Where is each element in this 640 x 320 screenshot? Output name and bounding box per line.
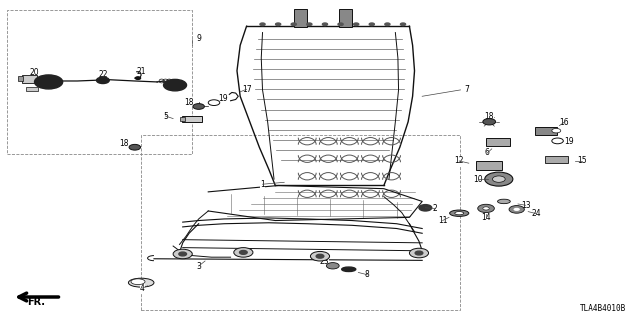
Bar xyxy=(339,9,352,27)
Text: 18: 18 xyxy=(184,98,194,107)
Text: 12: 12 xyxy=(454,156,464,165)
Text: 17: 17 xyxy=(242,85,252,94)
Bar xyxy=(476,161,502,170)
Circle shape xyxy=(179,252,186,256)
Bar xyxy=(179,117,184,121)
Circle shape xyxy=(276,23,281,26)
Circle shape xyxy=(385,23,390,26)
Circle shape xyxy=(310,252,330,261)
Circle shape xyxy=(552,138,563,144)
Circle shape xyxy=(97,77,109,84)
Ellipse shape xyxy=(129,278,154,287)
Circle shape xyxy=(234,248,253,257)
Text: FR.: FR. xyxy=(27,297,45,307)
Ellipse shape xyxy=(131,279,145,284)
Ellipse shape xyxy=(450,210,468,216)
Circle shape xyxy=(354,23,359,26)
Circle shape xyxy=(552,128,561,133)
Bar xyxy=(534,126,557,134)
Circle shape xyxy=(369,23,374,26)
Circle shape xyxy=(401,23,406,26)
Bar xyxy=(182,116,202,123)
Circle shape xyxy=(136,77,141,79)
Text: 20: 20 xyxy=(29,68,38,76)
Circle shape xyxy=(307,23,312,26)
Bar xyxy=(141,134,461,310)
Text: 16: 16 xyxy=(559,118,569,127)
Text: 23: 23 xyxy=(319,258,330,267)
Text: 5: 5 xyxy=(163,112,168,121)
Circle shape xyxy=(291,23,296,26)
Circle shape xyxy=(323,23,328,26)
Circle shape xyxy=(415,251,423,255)
Ellipse shape xyxy=(455,212,464,215)
Text: 6: 6 xyxy=(485,148,490,157)
Text: 19: 19 xyxy=(564,137,574,146)
Circle shape xyxy=(410,248,429,258)
Ellipse shape xyxy=(342,267,356,271)
Text: 18: 18 xyxy=(119,139,129,148)
Text: 11: 11 xyxy=(438,216,447,225)
Bar xyxy=(26,87,38,92)
Bar xyxy=(18,76,23,81)
Circle shape xyxy=(483,119,495,125)
Text: 4: 4 xyxy=(140,284,145,292)
Circle shape xyxy=(326,263,339,269)
Text: TLA4B4010B: TLA4B4010B xyxy=(580,304,627,313)
Text: 8: 8 xyxy=(365,270,370,279)
Text: 3: 3 xyxy=(196,261,201,271)
Text: 1: 1 xyxy=(260,180,265,189)
Bar xyxy=(545,156,568,163)
Text: 19: 19 xyxy=(218,94,228,103)
Circle shape xyxy=(484,172,513,186)
Ellipse shape xyxy=(497,199,510,204)
Circle shape xyxy=(35,75,63,89)
Circle shape xyxy=(492,176,505,182)
Text: 10: 10 xyxy=(474,175,483,184)
Circle shape xyxy=(483,207,489,210)
Text: 18: 18 xyxy=(484,112,494,121)
Circle shape xyxy=(316,254,324,258)
Bar xyxy=(294,9,307,27)
Circle shape xyxy=(260,23,265,26)
Circle shape xyxy=(477,204,494,212)
Bar xyxy=(486,138,510,146)
Circle shape xyxy=(164,79,186,91)
Text: 15: 15 xyxy=(577,156,587,165)
Bar xyxy=(22,75,37,83)
Text: 14: 14 xyxy=(481,213,491,222)
Text: 22: 22 xyxy=(98,70,108,79)
Circle shape xyxy=(513,208,520,211)
Circle shape xyxy=(239,251,247,254)
Text: 21: 21 xyxy=(136,67,146,76)
Text: 2: 2 xyxy=(433,204,437,213)
Text: 9: 9 xyxy=(196,35,201,44)
Circle shape xyxy=(173,249,192,259)
Circle shape xyxy=(208,100,220,106)
Bar xyxy=(7,10,192,154)
Text: 7: 7 xyxy=(465,85,469,94)
Circle shape xyxy=(338,23,343,26)
Text: 24: 24 xyxy=(531,209,541,218)
Circle shape xyxy=(129,144,141,150)
Text: 13: 13 xyxy=(521,201,531,210)
Circle shape xyxy=(509,205,524,213)
Circle shape xyxy=(419,204,432,211)
Circle shape xyxy=(193,104,204,109)
